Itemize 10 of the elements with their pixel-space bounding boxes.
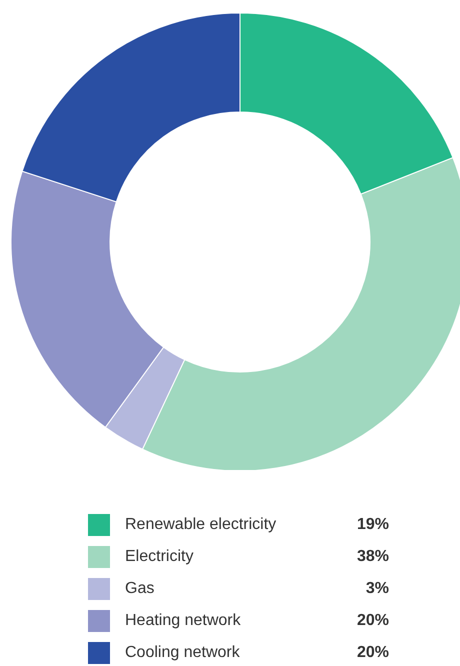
legend-label: Electricity xyxy=(125,548,194,566)
data-label: 3% xyxy=(364,580,389,598)
data-label: 38% xyxy=(356,548,389,566)
legend-label: Gas xyxy=(125,580,156,598)
legend-label: Heating network xyxy=(125,612,242,630)
data-label: 19% xyxy=(356,516,389,534)
legend-label: Renewable electricity xyxy=(125,516,278,534)
legend-label: Cooling network xyxy=(125,644,241,662)
data-label: 20% xyxy=(356,612,389,630)
data-label: 20% xyxy=(356,644,389,662)
